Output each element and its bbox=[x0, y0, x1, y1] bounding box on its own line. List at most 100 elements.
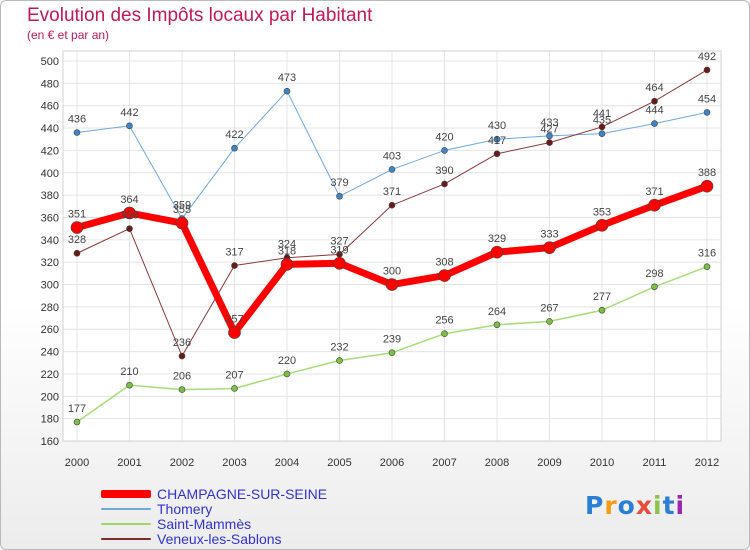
legend-item: Veneux-les-Sablons bbox=[101, 531, 361, 547]
y-tick-label: 440 bbox=[41, 123, 59, 135]
data-point bbox=[388, 349, 396, 357]
data-point bbox=[703, 109, 711, 116]
y-tick-label: 280 bbox=[41, 302, 59, 314]
data-label: 333 bbox=[540, 229, 558, 241]
logo-letter: i bbox=[653, 491, 663, 520]
chart-legend: CHAMPAGNE-SUR-SEINE Thomery Saint-Mammès Ve… bbox=[101, 486, 361, 547]
y-tick-label: 300 bbox=[41, 280, 59, 292]
y-tick-label: 360 bbox=[41, 212, 59, 224]
data-point bbox=[441, 147, 448, 154]
data-label: 319 bbox=[330, 244, 348, 256]
x-tick-label: 2010 bbox=[590, 457, 614, 469]
x-tick-label: 2001 bbox=[117, 457, 141, 469]
y-tick-label: 320 bbox=[41, 257, 59, 269]
logo-letter: P bbox=[585, 491, 605, 520]
data-label: 473 bbox=[278, 72, 296, 84]
data-label: 427 bbox=[540, 124, 558, 136]
data-label: 308 bbox=[435, 257, 453, 269]
data-label: 316 bbox=[698, 248, 716, 260]
data-point bbox=[175, 216, 189, 230]
data-point bbox=[546, 139, 553, 146]
data-label: 264 bbox=[488, 306, 506, 318]
data-point bbox=[178, 352, 186, 360]
logo-letter: x bbox=[635, 491, 653, 520]
x-tick-label: 2012 bbox=[695, 457, 719, 469]
data-point bbox=[388, 166, 396, 173]
data-point bbox=[280, 258, 294, 271]
data-label: 277 bbox=[593, 291, 611, 303]
y-tick-label: 460 bbox=[41, 101, 59, 113]
x-tick-label: 2003 bbox=[222, 457, 246, 469]
x-tick-label: 2007 bbox=[432, 457, 456, 469]
x-tick-label: 2006 bbox=[380, 457, 404, 469]
data-label: 317 bbox=[225, 247, 243, 259]
y-tick-label: 240 bbox=[41, 347, 59, 359]
data-label: 232 bbox=[330, 342, 348, 354]
data-label: 177 bbox=[68, 403, 86, 415]
data-point bbox=[493, 135, 501, 143]
data-label: 364 bbox=[120, 194, 138, 206]
legend-label: CHAMPAGNE-SUR-SEINE bbox=[157, 486, 328, 502]
legend-label: Thomery bbox=[157, 501, 213, 517]
chart-subtitle: (en € et par an) bbox=[27, 28, 110, 42]
data-point bbox=[546, 132, 553, 140]
data-label: 441 bbox=[593, 108, 611, 120]
data-point bbox=[598, 130, 606, 137]
data-point bbox=[490, 245, 504, 259]
legend-label: Saint-Mammès bbox=[157, 516, 252, 532]
data-label: 355 bbox=[173, 204, 191, 216]
y-tick-label: 480 bbox=[41, 78, 59, 90]
data-point bbox=[73, 418, 81, 426]
data-label: 403 bbox=[383, 150, 401, 162]
data-point bbox=[546, 318, 553, 325]
legend-item: CHAMPAGNE-SUR-SEINE bbox=[101, 486, 361, 502]
data-point bbox=[126, 122, 133, 130]
logo-letter: r bbox=[604, 491, 618, 520]
data-point bbox=[73, 249, 81, 257]
x-tick-label: 2000 bbox=[65, 457, 89, 469]
proxiti-logo: Proxiti bbox=[585, 491, 685, 520]
data-label: 328 bbox=[68, 234, 86, 246]
data-label: 390 bbox=[435, 165, 453, 177]
logo-letter: t bbox=[662, 491, 676, 520]
y-tick-label: 220 bbox=[41, 369, 59, 381]
data-label: 435 bbox=[593, 115, 611, 127]
data-label: 442 bbox=[120, 107, 138, 119]
data-label: 210 bbox=[120, 366, 138, 378]
data-point bbox=[385, 278, 399, 291]
data-point bbox=[648, 198, 661, 212]
data-point bbox=[441, 180, 448, 188]
data-label: 257 bbox=[225, 314, 243, 326]
x-tick-label: 2011 bbox=[643, 457, 667, 469]
data-label: 388 bbox=[698, 167, 716, 179]
data-label: 207 bbox=[225, 369, 243, 381]
data-point bbox=[231, 262, 238, 269]
data-point bbox=[651, 120, 658, 127]
legend-label: Veneux-les-Sablons bbox=[157, 531, 282, 547]
data-point bbox=[231, 385, 238, 392]
data-label: 454 bbox=[698, 93, 716, 105]
y-tick-label: 340 bbox=[41, 235, 59, 247]
data-label: 492 bbox=[698, 51, 716, 63]
data-label: 359 bbox=[173, 200, 191, 212]
data-point bbox=[703, 263, 711, 270]
data-label: 239 bbox=[383, 334, 401, 346]
data-label: 444 bbox=[645, 105, 663, 117]
data-label: 350 bbox=[120, 210, 138, 222]
data-label: 420 bbox=[435, 131, 453, 143]
chart-title: Evolution des Impôts locaux par Habitant bbox=[27, 5, 373, 26]
data-label: 436 bbox=[68, 114, 86, 126]
data-label: 351 bbox=[68, 209, 86, 221]
data-point bbox=[336, 357, 343, 364]
data-label: 206 bbox=[173, 371, 191, 383]
data-point bbox=[73, 129, 81, 136]
data-point bbox=[336, 192, 343, 200]
data-label: 371 bbox=[645, 186, 663, 198]
data-label: 327 bbox=[330, 235, 348, 247]
data-point bbox=[283, 370, 291, 378]
y-tick-label: 500 bbox=[41, 56, 59, 68]
data-point bbox=[438, 269, 451, 282]
data-point bbox=[231, 144, 238, 152]
